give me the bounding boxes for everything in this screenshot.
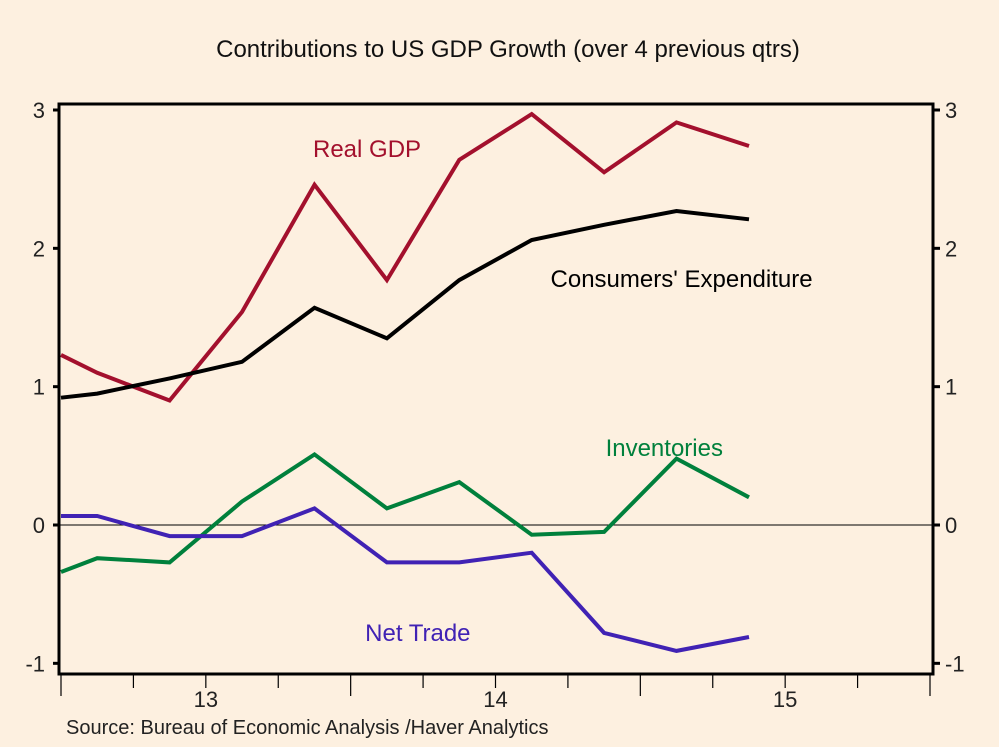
x-tick-label: 13 <box>194 687 218 712</box>
chart-title: Contributions to US GDP Growth (over 4 p… <box>216 36 800 63</box>
y-tick-label-right: 2 <box>945 236 957 261</box>
y-tick-label-left: 0 <box>33 513 45 538</box>
y-tick-label-left: -1 <box>25 651 45 676</box>
x-tick-label: 15 <box>773 687 797 712</box>
series-label-consumers-expenditure: Consumers' Expenditure <box>551 266 813 293</box>
series-label-real-gdp: Real GDP <box>313 136 421 163</box>
y-tick-label-left: 2 <box>33 236 45 261</box>
plot-area: Real GDP Consumers' Expenditure Inventorie… <box>25 98 964 712</box>
y-tick-label-right: 0 <box>945 513 957 538</box>
y-tick-label-left: 3 <box>33 98 45 123</box>
series-label-net-trade: Net Trade <box>365 620 470 647</box>
series-line-inventories <box>60 451 750 574</box>
series-line-real-gdp <box>60 111 750 403</box>
x-tick-label: 14 <box>483 687 507 712</box>
y-tick-label-right: -1 <box>945 651 965 676</box>
series-line-net-trade <box>61 506 750 653</box>
y-tick-label-left: 1 <box>33 375 45 400</box>
series-line-consumers-expenditure <box>60 208 750 400</box>
source-note: Source: Bureau of Economic Analysis /Hav… <box>66 717 548 739</box>
y-tick-label-right: 1 <box>945 375 957 400</box>
y-tick-label-right: 3 <box>945 98 957 123</box>
series-label-inventories: Inventories <box>606 435 723 462</box>
plot-frame <box>57 102 935 676</box>
